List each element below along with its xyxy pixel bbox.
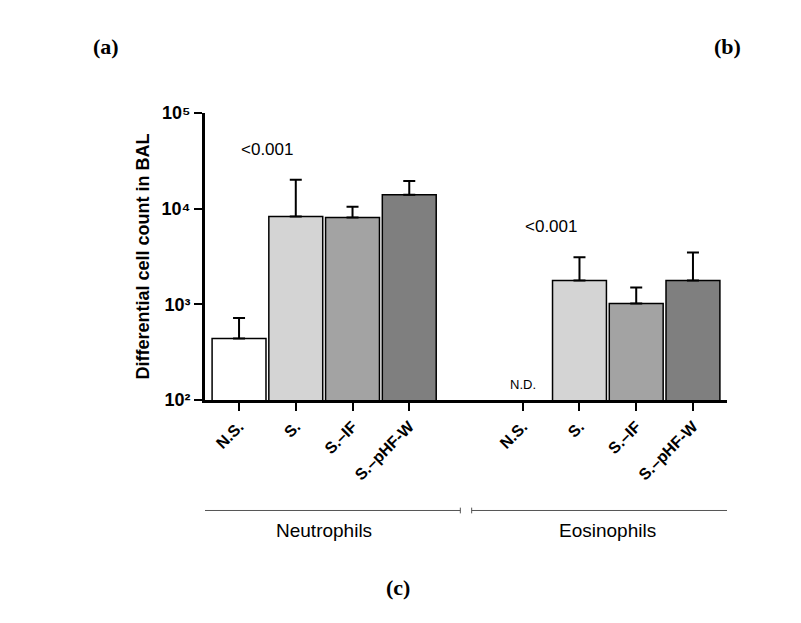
svg-text:S.–pHF-W: S.–pHF-W xyxy=(635,417,701,483)
svg-text:Neutrophils: Neutrophils xyxy=(276,520,372,541)
svg-text:(c): (c) xyxy=(386,575,410,600)
svg-text:10²: 10² xyxy=(164,390,190,410)
svg-text:<0.001: <0.001 xyxy=(241,140,293,159)
svg-text:(b): (b) xyxy=(714,34,741,59)
svg-text:S.–IF: S.–IF xyxy=(321,418,360,457)
svg-text:S.: S. xyxy=(281,418,304,441)
svg-text:Differential cell count in BAL: Differential cell count in BAL xyxy=(133,133,153,379)
svg-text:S.–pHF-W: S.–pHF-W xyxy=(352,417,418,483)
svg-text:S.: S. xyxy=(565,418,588,441)
svg-text:10⁵: 10⁵ xyxy=(162,103,190,123)
svg-text:Eosinophils: Eosinophils xyxy=(559,520,656,541)
svg-text:<0.001: <0.001 xyxy=(525,217,577,236)
svg-text:(a): (a) xyxy=(93,34,119,59)
svg-text:N.D.: N.D. xyxy=(510,377,536,392)
svg-text:10³: 10³ xyxy=(164,295,190,315)
svg-text:N.S.: N.S. xyxy=(496,418,530,452)
svg-text:10⁴: 10⁴ xyxy=(161,199,190,219)
svg-text:S.–IF: S.–IF xyxy=(605,418,644,457)
svg-text:N.S.: N.S. xyxy=(213,418,247,452)
